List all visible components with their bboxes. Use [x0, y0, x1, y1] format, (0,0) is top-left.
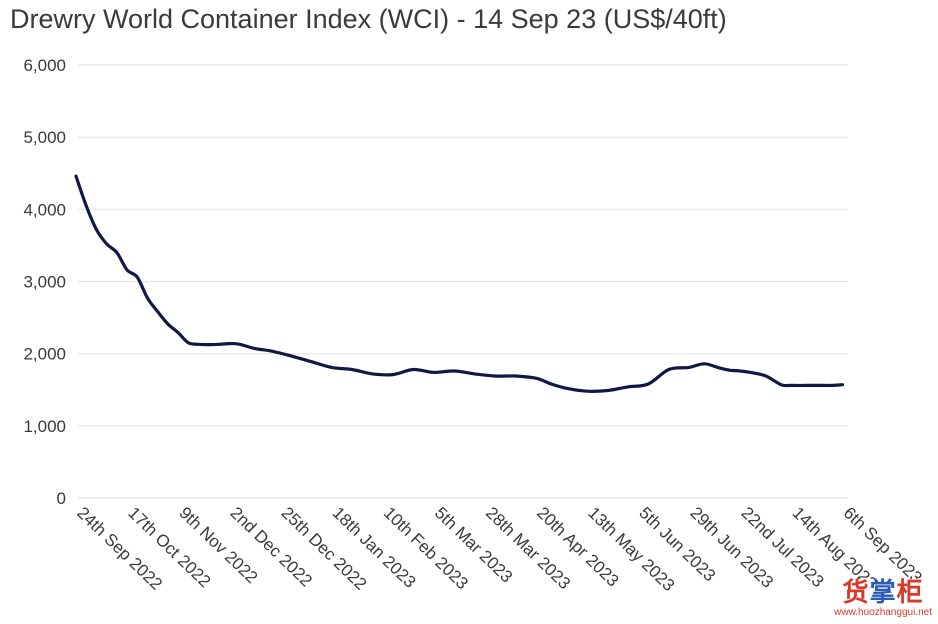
y-axis-tick-labels: 0 1,000 2,000 3,000 4,000 5,000 6,000	[23, 56, 66, 508]
series-layer	[74, 174, 845, 393]
watermark-url: www.huozhanggui.net	[834, 607, 932, 618]
y-tick-label: 6,000	[23, 56, 66, 75]
y-tick-label: 0	[57, 489, 66, 508]
y-tick-label: 4,000	[23, 200, 66, 219]
y-tick-label: 3,000	[23, 273, 66, 292]
y-tick-label: 5,000	[23, 128, 66, 147]
chart-title: Drewry World Container Index (WCI) - 14 …	[10, 4, 727, 34]
x-tick-label: 13th May 2023	[584, 503, 678, 595]
series-line-0	[74, 174, 845, 393]
grid-lines	[78, 64, 848, 499]
watermark-logo: 货掌柜 www.huozhanggui.net	[832, 579, 934, 618]
y-tick-label: 2,000	[23, 345, 66, 364]
y-tick-label: 1,000	[23, 417, 66, 436]
watermark-logo-text: 货掌柜	[842, 578, 924, 608]
